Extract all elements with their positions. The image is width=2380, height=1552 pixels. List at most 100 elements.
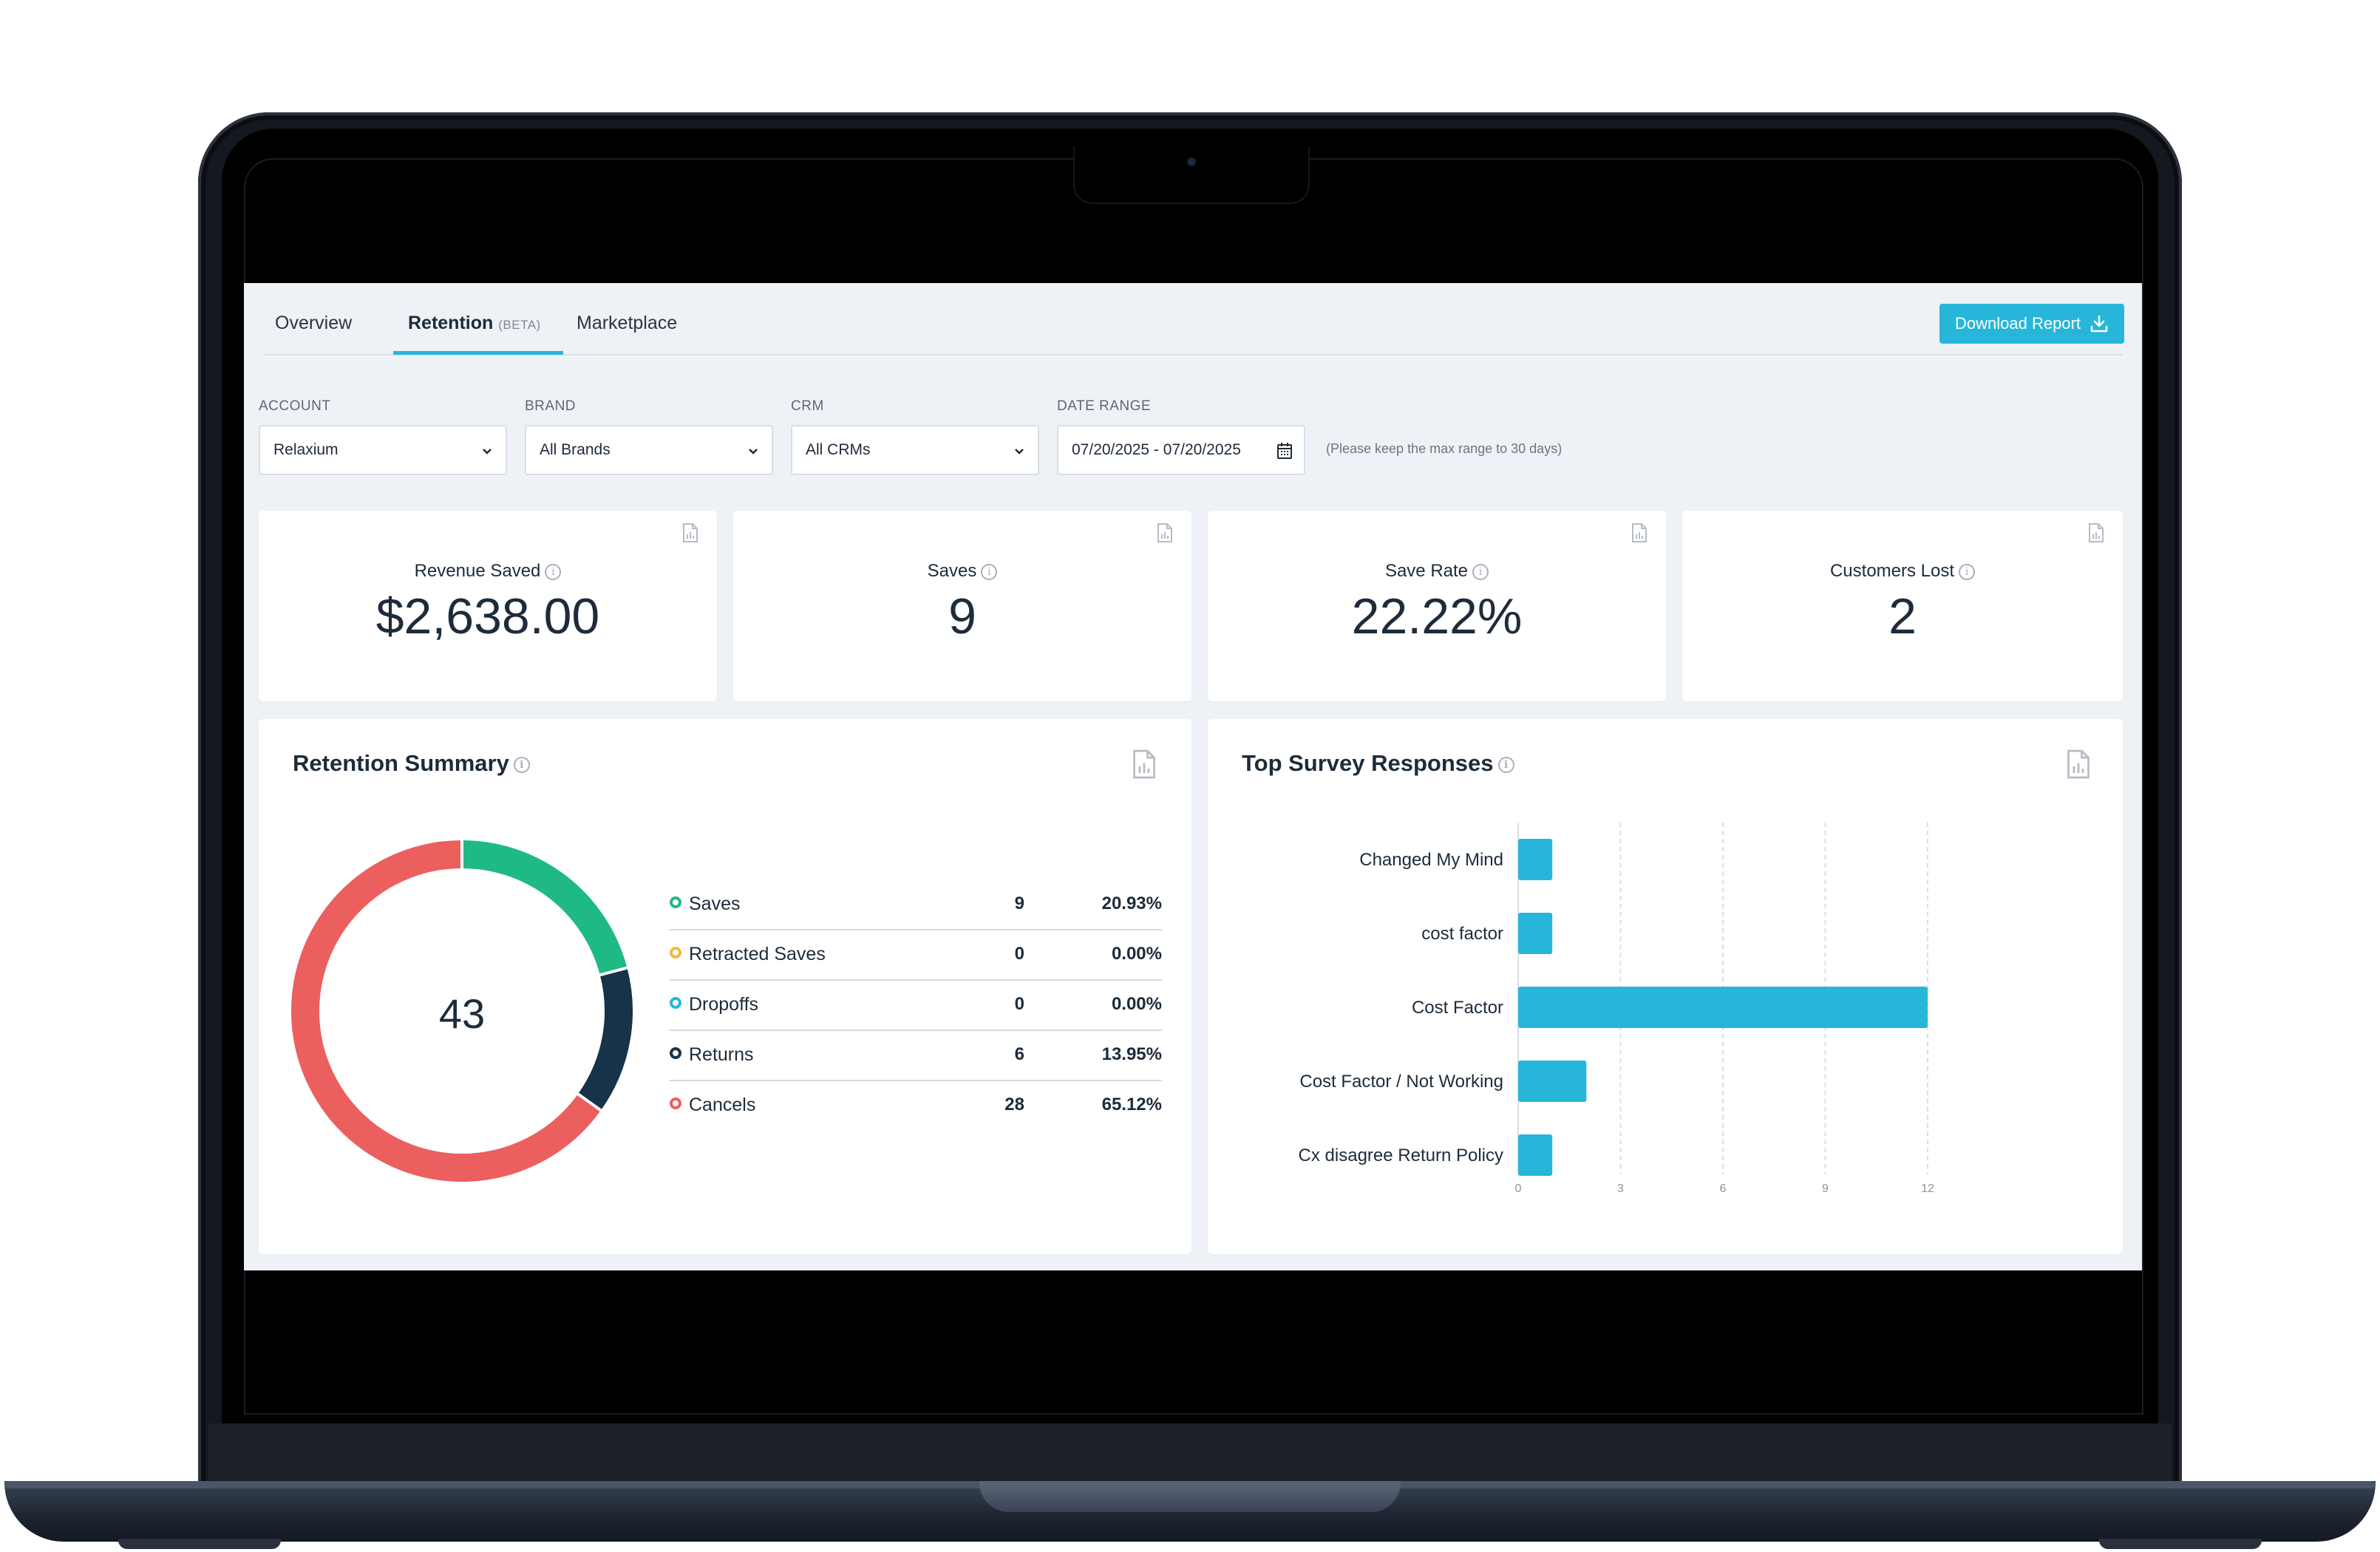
stat-value: 9 [948,588,976,644]
chevron-down-icon [483,449,492,455]
donut-slice-returns[interactable] [577,967,633,1111]
tab-overview[interactable]: Overview [275,313,352,354]
camera-icon [1188,158,1195,166]
stat-card-saves: Saves i 9 [733,511,1191,701]
legend-count: 6 [1014,1044,1024,1064]
donut-separator [599,966,628,977]
active-tab-indicator [393,351,563,355]
report-icon[interactable] [1631,523,1648,543]
bar-category-label: Changed My Mind [1359,850,1503,870]
stat-value: 2 [1888,588,1917,644]
retention-summary-title: Retention Summary i [293,750,530,777]
x-tick-label: 6 [1720,1182,1727,1195]
chevron-down-icon [749,449,758,455]
legend-row-cancels[interactable]: Cancels 28 65.12% [670,1080,1162,1131]
download-report-button[interactable]: Download Report [1939,304,2124,344]
brand-label: BRAND [525,398,577,414]
legend-name: Cancels [689,1095,756,1115]
legend-percent: 20.93% [1101,894,1162,913]
report-icon[interactable] [681,523,699,543]
legend-name: Retracted Saves [689,944,826,964]
beta-badge: (BETA) [498,318,541,332]
x-tick-label: 3 [1617,1182,1624,1195]
bar-cost-factor[interactable] [1518,987,1928,1028]
survey-responses-title: Top Survey Responses i [1242,750,1514,777]
crm-select[interactable]: All CRMs [791,425,1039,475]
bar-changed-my-mind[interactable] [1518,839,1553,880]
survey-responses-panel: Top Survey Responses i 0 3 6 9 12 Changed My M… [1208,719,2123,1254]
date-range-hint: (Please keep the max range to 30 days) [1326,441,1563,456]
legend-dot-icon [670,1097,681,1109]
bar-category-label: Cx disagree Return Policy [1299,1146,1503,1165]
bar-cx-disagree-return-policy[interactable] [1518,1134,1553,1176]
info-icon[interactable]: i [1497,756,1514,773]
laptop-foot-left [118,1539,281,1549]
bar-category-label: cost factor [1421,924,1503,944]
bar-cost-factor-not-working[interactable] [1518,1061,1587,1102]
crm-label: CRM [791,398,824,414]
x-tick-label: 9 [1822,1182,1829,1195]
legend-dot-icon [670,997,681,1009]
download-report-label: Download Report [1955,314,2081,333]
legend-dot-icon [670,1047,681,1059]
retention-donut-chart: 43 [291,840,633,1182]
dashboard-screen: Overview Retention (BETA) Marketplace Do… [244,283,2142,1270]
survey-bar-chart: 0 3 6 9 12 Changed My Mind cost factor Cost Fac… [1299,823,1934,1195]
date-range-value: 07/20/2025 - 07/20/2025 [1072,441,1241,458]
date-range-label: DATE RANGE [1057,398,1152,414]
legend-row-returns[interactable]: Returns 6 13.95% [670,1029,1162,1081]
info-icon[interactable]: i [1959,563,1976,580]
tab-bar: Overview Retention (BETA) Marketplace [263,283,2123,355]
legend-dot-icon [670,896,681,908]
tab-overview-label: Overview [275,313,353,333]
account-label: ACCOUNT [259,398,331,414]
report-icon[interactable] [1131,749,1157,780]
stat-card-customers-lost: Customers Lost i 2 [1682,511,2123,701]
info-icon[interactable]: i [513,756,530,773]
donut-slice-cancels[interactable] [291,840,601,1182]
stat-label: Customers Lost i [1682,561,2123,582]
stat-label: Revenue Saved i [259,561,717,582]
legend-name: Dropoffs [689,994,759,1015]
info-icon[interactable]: i [981,563,998,580]
tab-retention[interactable]: Retention (BETA) [408,313,541,354]
stat-label: Save Rate i [1208,561,1666,582]
donut-slice-saves[interactable] [461,840,628,976]
account-select[interactable]: Relaxium [259,425,507,475]
brand-select[interactable]: All Brands [525,425,773,475]
report-icon[interactable] [1156,523,1174,543]
bar-category-label: Cost Factor / Not Working [1299,1072,1503,1092]
legend-name: Returns [689,1044,754,1065]
legend-row-saves[interactable]: Saves 9 20.93% [670,879,1162,930]
stat-card-save-rate: Save Rate i 22.22% [1208,511,1666,701]
legend-name: Saves [689,894,741,914]
tab-marketplace-label: Marketplace [577,313,678,333]
tab-marketplace[interactable]: Marketplace [577,313,677,354]
legend-count: 28 [1004,1095,1024,1114]
report-icon[interactable] [2065,749,2092,780]
crm-value: All CRMs [806,441,871,458]
info-icon[interactable]: i [1472,563,1489,580]
donut-separator [577,1092,602,1112]
camera-notch [1073,146,1310,204]
report-icon[interactable] [2087,523,2105,543]
legend-percent: 13.95% [1101,1044,1162,1064]
tab-retention-label: Retention [408,313,494,333]
bar-cost-factor[interactable] [1518,913,1553,954]
legend-count: 9 [1014,894,1024,913]
legend-count: 0 [1014,994,1024,1014]
date-range-input[interactable]: 07/20/2025 - 07/20/2025 [1057,425,1305,475]
account-value: Relaxium [273,441,339,458]
laptop-chin [208,1423,2172,1481]
x-tick-label: 0 [1515,1182,1522,1195]
legend-row-dropoffs[interactable]: Dropoffs 0 0.00% [670,979,1162,1031]
legend-percent: 65.12% [1101,1095,1162,1114]
legend-row-retracted-saves[interactable]: Retracted Saves 0 0.00% [670,929,1162,981]
bar-category-label: Cost Factor [1412,998,1503,1018]
legend-count: 0 [1014,944,1024,964]
info-icon[interactable]: i [545,563,562,580]
download-icon [2090,315,2108,333]
stat-label: Saves i [733,561,1191,582]
legend-percent: 0.00% [1111,994,1162,1014]
brand-value: All Brands [540,441,611,458]
